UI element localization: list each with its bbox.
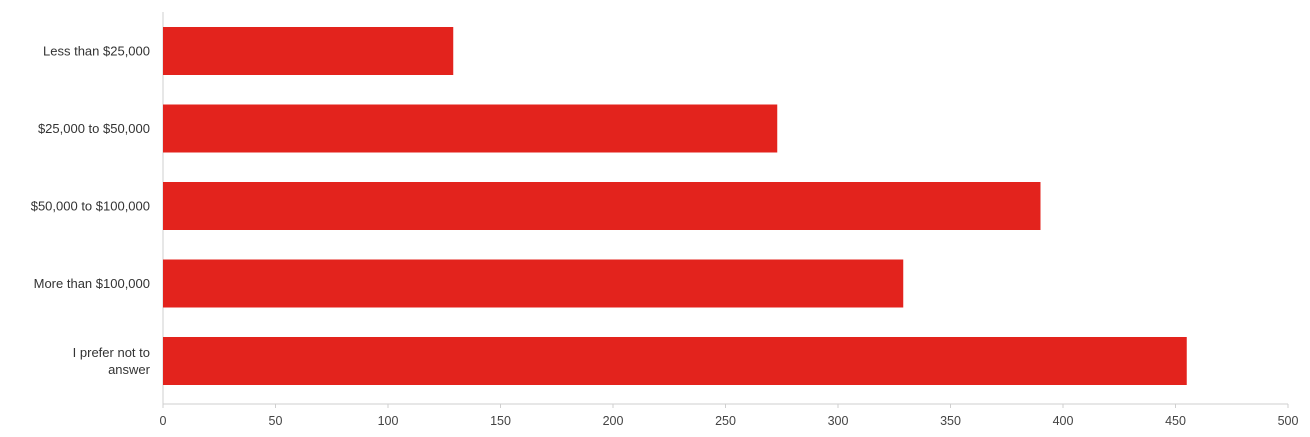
x-tick-label: 250 [715, 414, 736, 428]
x-tick-label: 50 [269, 414, 283, 428]
x-axis-ticks: 0 50 100 150 200 250 300 350 400 450 500 [160, 404, 1299, 428]
category-label: $50,000 to $100,000 [31, 199, 150, 214]
bar [163, 337, 1187, 385]
bar [163, 27, 454, 75]
x-tick-label: 300 [828, 414, 849, 428]
category-label: More than $100,000 [34, 276, 150, 291]
category-labels: Less than $25,000 $25,000 to $50,000 $50,0… [31, 44, 151, 378]
category-label: Less than $25,000 [43, 44, 150, 59]
category-label: answer [108, 362, 151, 377]
x-tick-label: 450 [1165, 414, 1186, 428]
x-tick-label: 150 [490, 414, 511, 428]
bar [163, 182, 1041, 230]
x-tick-label: 100 [378, 414, 399, 428]
x-tick-label: 500 [1278, 414, 1299, 428]
category-label: I prefer not to [73, 345, 150, 360]
bar [163, 104, 778, 153]
category-label: $25,000 to $50,000 [38, 121, 150, 136]
x-tick-label: 200 [603, 414, 624, 428]
x-tick-label: 350 [940, 414, 961, 428]
x-tick-label: 400 [1053, 414, 1074, 428]
bar [163, 259, 904, 308]
x-tick-label: 0 [160, 414, 167, 428]
bars [163, 27, 1187, 385]
